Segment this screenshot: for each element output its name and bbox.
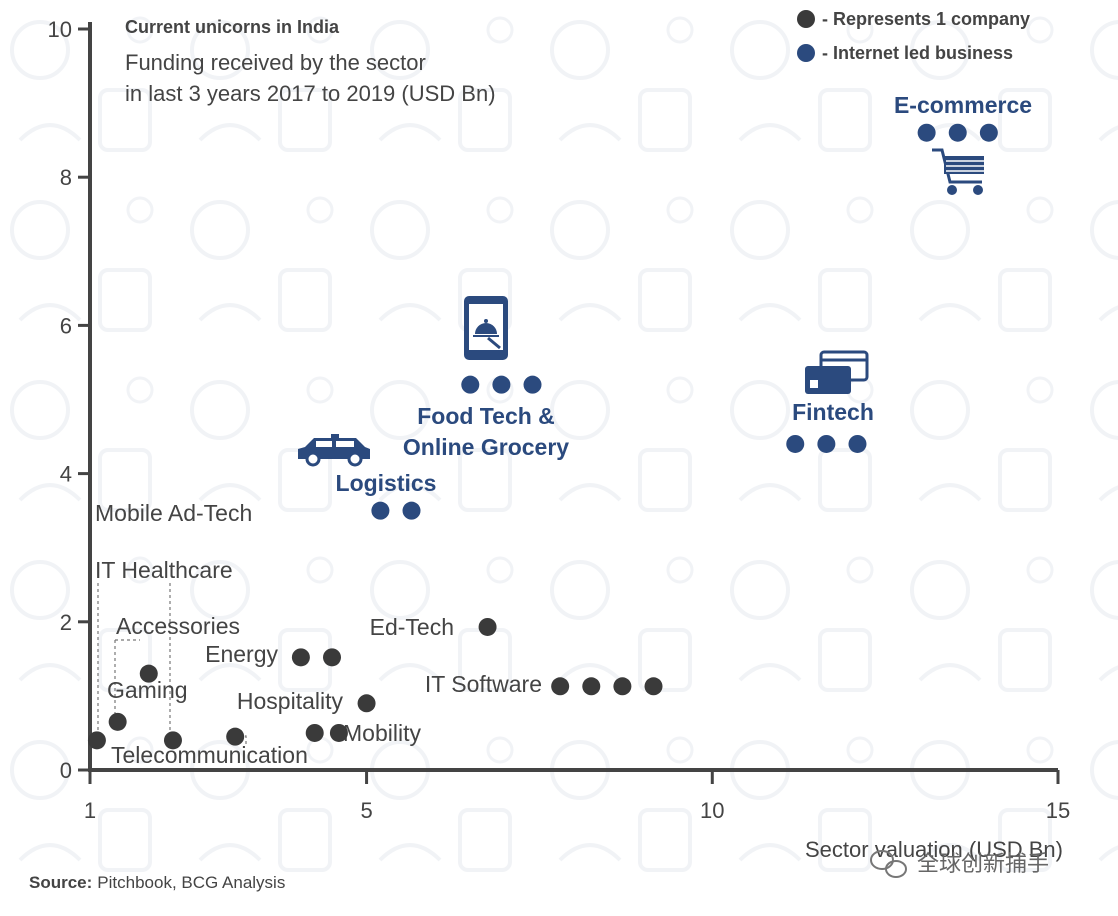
leader-telecommunication <box>233 735 247 746</box>
label-ed-tech: Ed-Tech <box>370 614 454 640</box>
label-it-healthcare: IT Healthcare <box>95 557 233 583</box>
y-tick-label: 10 <box>48 17 72 42</box>
point-fintech <box>817 434 836 453</box>
label-food-tech-line-1: Food Tech & <box>417 403 555 429</box>
legend-internet-label: - Internet led business <box>822 43 1013 63</box>
leader-lines <box>97 583 247 746</box>
legend: - Represents 1 company - Internet led bu… <box>797 9 1030 63</box>
label-fintech: Fintech <box>792 399 874 425</box>
label-logistics: Logistics <box>336 470 437 496</box>
label-telecommunication: Telecommunication <box>111 742 308 768</box>
category-labels: E-commerce Food Tech & Online Grocery Fi… <box>95 92 1032 768</box>
y-tick-label: 6 <box>60 313 72 338</box>
point-e-commerce <box>917 123 936 142</box>
point-logistics <box>371 501 390 520</box>
axes <box>88 22 1058 772</box>
legend-internet-marker <box>797 44 815 62</box>
label-it-software: IT Software <box>425 671 542 697</box>
point-food-tech-online-grocery <box>492 375 511 394</box>
legend-company-marker <box>797 10 815 28</box>
point-telecommunication <box>163 731 182 750</box>
label-food-tech-line-2: Online Grocery <box>403 434 569 460</box>
label-mobility: Mobility <box>343 720 421 746</box>
credit-card-icon <box>805 350 869 394</box>
point-it-software <box>551 677 570 696</box>
point-e-commerce <box>979 123 998 142</box>
taxi-icon <box>298 434 370 467</box>
source-label: Source: <box>29 873 92 892</box>
point-mobility <box>305 723 324 742</box>
chart-subtitle-line-1: Funding received by the sector <box>125 50 426 75</box>
label-accessories: Accessories <box>116 613 240 639</box>
food-app-phone-icon <box>464 296 508 360</box>
data-points <box>87 123 998 750</box>
label-energy: Energy <box>205 641 278 667</box>
point-it-software <box>582 677 601 696</box>
label-mobile-ad-tech: Mobile Ad-Tech <box>95 500 252 526</box>
point-it-healthcare <box>87 731 106 750</box>
source-text: Pitchbook, BCG Analysis <box>97 873 285 892</box>
y-tick-label: 2 <box>60 610 72 635</box>
point-food-tech-online-grocery <box>461 375 480 394</box>
watermark: 全球创新捕手 <box>917 851 1049 876</box>
point-telecommunication <box>226 727 245 746</box>
point-e-commerce <box>948 123 967 142</box>
x-tick-label: 10 <box>700 798 724 823</box>
point-energy <box>323 648 341 667</box>
point-fintech <box>786 434 805 453</box>
point-food-tech-online-grocery <box>523 375 542 394</box>
y-tick-label: 8 <box>60 165 72 190</box>
point-logistics <box>402 501 421 520</box>
point-hospitality <box>357 694 376 713</box>
label-e-commerce: E-commerce <box>894 92 1032 118</box>
chart-subtitle-line-2: in last 3 years 2017 to 2019 (USD Bn) <box>125 81 496 106</box>
x-ticks: 1 5 10 15 <box>84 770 1070 823</box>
label-hospitality: Hospitality <box>237 688 344 714</box>
x-tick-label: 15 <box>1046 798 1070 823</box>
y-tick-label: 0 <box>60 758 72 783</box>
point-gaming <box>108 712 127 731</box>
point-fintech <box>848 434 867 453</box>
point-mobility <box>329 723 348 742</box>
point-ed-tech <box>478 617 497 636</box>
chart-title: Current unicorns in India <box>125 17 340 37</box>
x-tick-label: 1 <box>84 798 96 823</box>
wechat-icon <box>870 850 907 878</box>
point-it-software <box>644 677 663 696</box>
x-tick-label: 5 <box>360 798 372 823</box>
point-it-software <box>613 677 632 696</box>
x-axis-title: Sector valuation (USD Bn) <box>805 837 1063 862</box>
shopping-cart-icon <box>932 148 984 195</box>
y-ticks: 0 2 4 6 8 10 <box>48 17 90 783</box>
legend-company-label: - Represents 1 company <box>822 9 1030 29</box>
source-note: Source: Pitchbook, BCG Analysis <box>29 873 285 892</box>
y-tick-label: 4 <box>60 462 72 487</box>
point-accessories <box>139 664 158 683</box>
point-energy <box>291 648 310 667</box>
